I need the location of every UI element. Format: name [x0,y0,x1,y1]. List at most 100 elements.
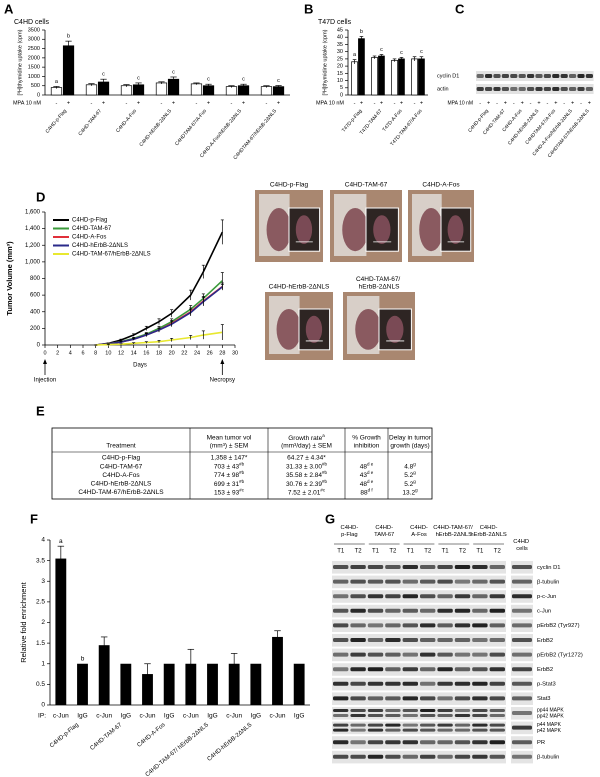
arrow-head [220,359,225,364]
table-cell: 7.52 ± 2.01#c [288,487,326,496]
bar [378,55,385,96]
panel-letter: D [36,189,45,204]
blot-band [454,638,471,642]
blot-band [437,579,453,584]
blot-band [472,623,488,628]
group-label: C4HD-hErbB-2ΔNLS [470,525,507,538]
cell-text: 35.58 ± 2.84 [286,472,322,479]
blot-band [350,565,366,569]
x-tick-label: 14 [131,350,137,356]
data-line [95,286,223,346]
x-tick-label: IgG [121,713,131,720]
x-tick-label: C4HD-TAM-67 [77,108,103,137]
y-tick-label: 0 [37,92,40,98]
cell-superscript: #b [322,470,328,475]
legend-label: - [231,100,233,106]
blot-band [385,667,401,672]
blot-band [512,565,532,569]
legend-label: + [102,100,105,106]
blot-band [402,608,418,613]
blot-band [454,728,471,732]
blot-band [454,565,471,569]
blot-row-label: cyclin D1 [537,565,561,571]
blot-row-label: p44 MAPK [537,722,562,728]
table-cell: C4HD-TAM-67 [100,463,143,470]
x-tick-label: c-Jun [183,713,199,720]
x-tick-label: 18 [156,350,162,356]
blot-band [454,681,471,686]
photo-label: C4HD-p-Flag [270,182,309,189]
legend-label: + [242,100,245,106]
bar [225,86,238,96]
photo-tumor [295,215,313,245]
blot-band [367,754,384,759]
blot-band [437,638,453,642]
blot-band [402,740,418,745]
text-line: C4HD- [410,525,428,531]
blot-band [333,723,349,727]
significance-label: c [172,69,175,75]
table-cell: 5.2g [404,478,416,487]
blot-band [489,623,505,628]
legend-label: C4HD-TAM-67/hErbB-2ΔNLS [72,252,151,258]
blot-band [454,623,471,628]
row-label: MPA 10 nM [448,100,473,106]
legend-label: C4HD-A-Fos [72,235,106,241]
blot-row-label: actin [437,86,449,92]
blot-band [402,638,418,642]
blot-band [402,714,418,717]
blot-band [402,623,418,628]
panel-letter: A [4,1,14,16]
x-tick-label: c-Jun [140,713,156,720]
legend-label: C4HD-TAM-67 [72,226,112,232]
blot-band [577,87,585,91]
lane-label: T1 [407,549,415,555]
bar [391,59,398,96]
x-tick-label: 8 [94,350,97,356]
significance-label: a [59,538,63,545]
group-label: C4HD-TAM-67 [89,722,123,752]
cell-text: 699 ± 31 [214,481,240,488]
x-tick-label: 0 [43,350,46,356]
blot-band [543,87,551,91]
blot-band [489,709,505,712]
blot-strip [332,634,506,647]
cell-superscript: #b [239,470,245,475]
blot-band [472,754,488,759]
significance-label: c [207,77,210,83]
y-tick-label: 2500 [28,46,40,52]
x-tick-label: c-Jun [53,713,69,720]
blot-band [420,714,436,717]
column-label: C4HDTAM-67/A-Fos [524,108,557,146]
blot-strip [332,750,506,764]
row-label: MPA 10 nM [13,100,41,106]
bar [62,45,75,96]
blot-band [512,711,532,715]
x-tick-label: 26 [207,350,213,356]
legend-label: - [56,100,58,106]
cell-text: 13.2 [402,489,415,496]
blot-band [585,87,593,91]
blot-row-label: β-tubulin [537,579,559,585]
y-tick-label: 10 [337,78,343,84]
photo-mouse [355,309,382,350]
table-header: growth (days) [390,443,429,450]
cell-text: 48 [360,481,368,488]
lane-label: T1 [337,549,345,555]
blot-band [454,696,471,701]
y-tick-label: 2000 [28,55,40,61]
blot-row-label: ErbB2 [537,638,553,644]
significance-label: b [67,34,70,40]
table-cell: 1,358 ± 147* [211,455,248,462]
blot-band [350,579,366,584]
blot-band [454,754,471,759]
blot-band [476,74,484,78]
blot-band [437,754,453,759]
blot-band [402,667,418,672]
blot-strip [332,619,506,632]
significance-label: c [380,47,383,53]
y-tick-label: 25 [337,56,343,62]
blot-band [350,652,366,657]
legend-label: + [67,100,70,106]
photo-mouse [342,208,369,252]
